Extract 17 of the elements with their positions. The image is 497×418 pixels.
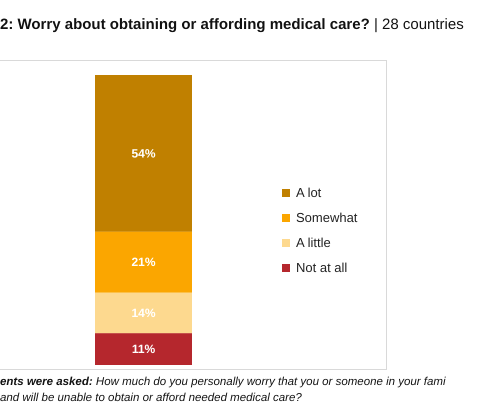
data-label: 14% [131, 306, 156, 320]
chart-title: 2: Worry about obtaining or affording medical care? [0, 16, 370, 33]
legend-label: Not at all [296, 260, 348, 275]
data-label: 21% [131, 255, 156, 270]
text: How much do you personally worry that you or someone in your fami [96, 376, 446, 388]
bar [95, 333, 192, 365]
text: ents were asked: [0, 376, 94, 388]
legend-label: A lot [296, 185, 322, 200]
bar [95, 232, 192, 292]
text: | 28 countries [372, 16, 464, 33]
data-label: 54% [131, 146, 156, 160]
bar [95, 292, 192, 334]
legend-label: Somewhat [296, 210, 358, 225]
legend-label: A little [296, 235, 331, 250]
bar [95, 75, 192, 232]
data-label: 11% [132, 342, 156, 356]
text: and will be unable to obtain or afford needed medical care? [0, 391, 303, 406]
